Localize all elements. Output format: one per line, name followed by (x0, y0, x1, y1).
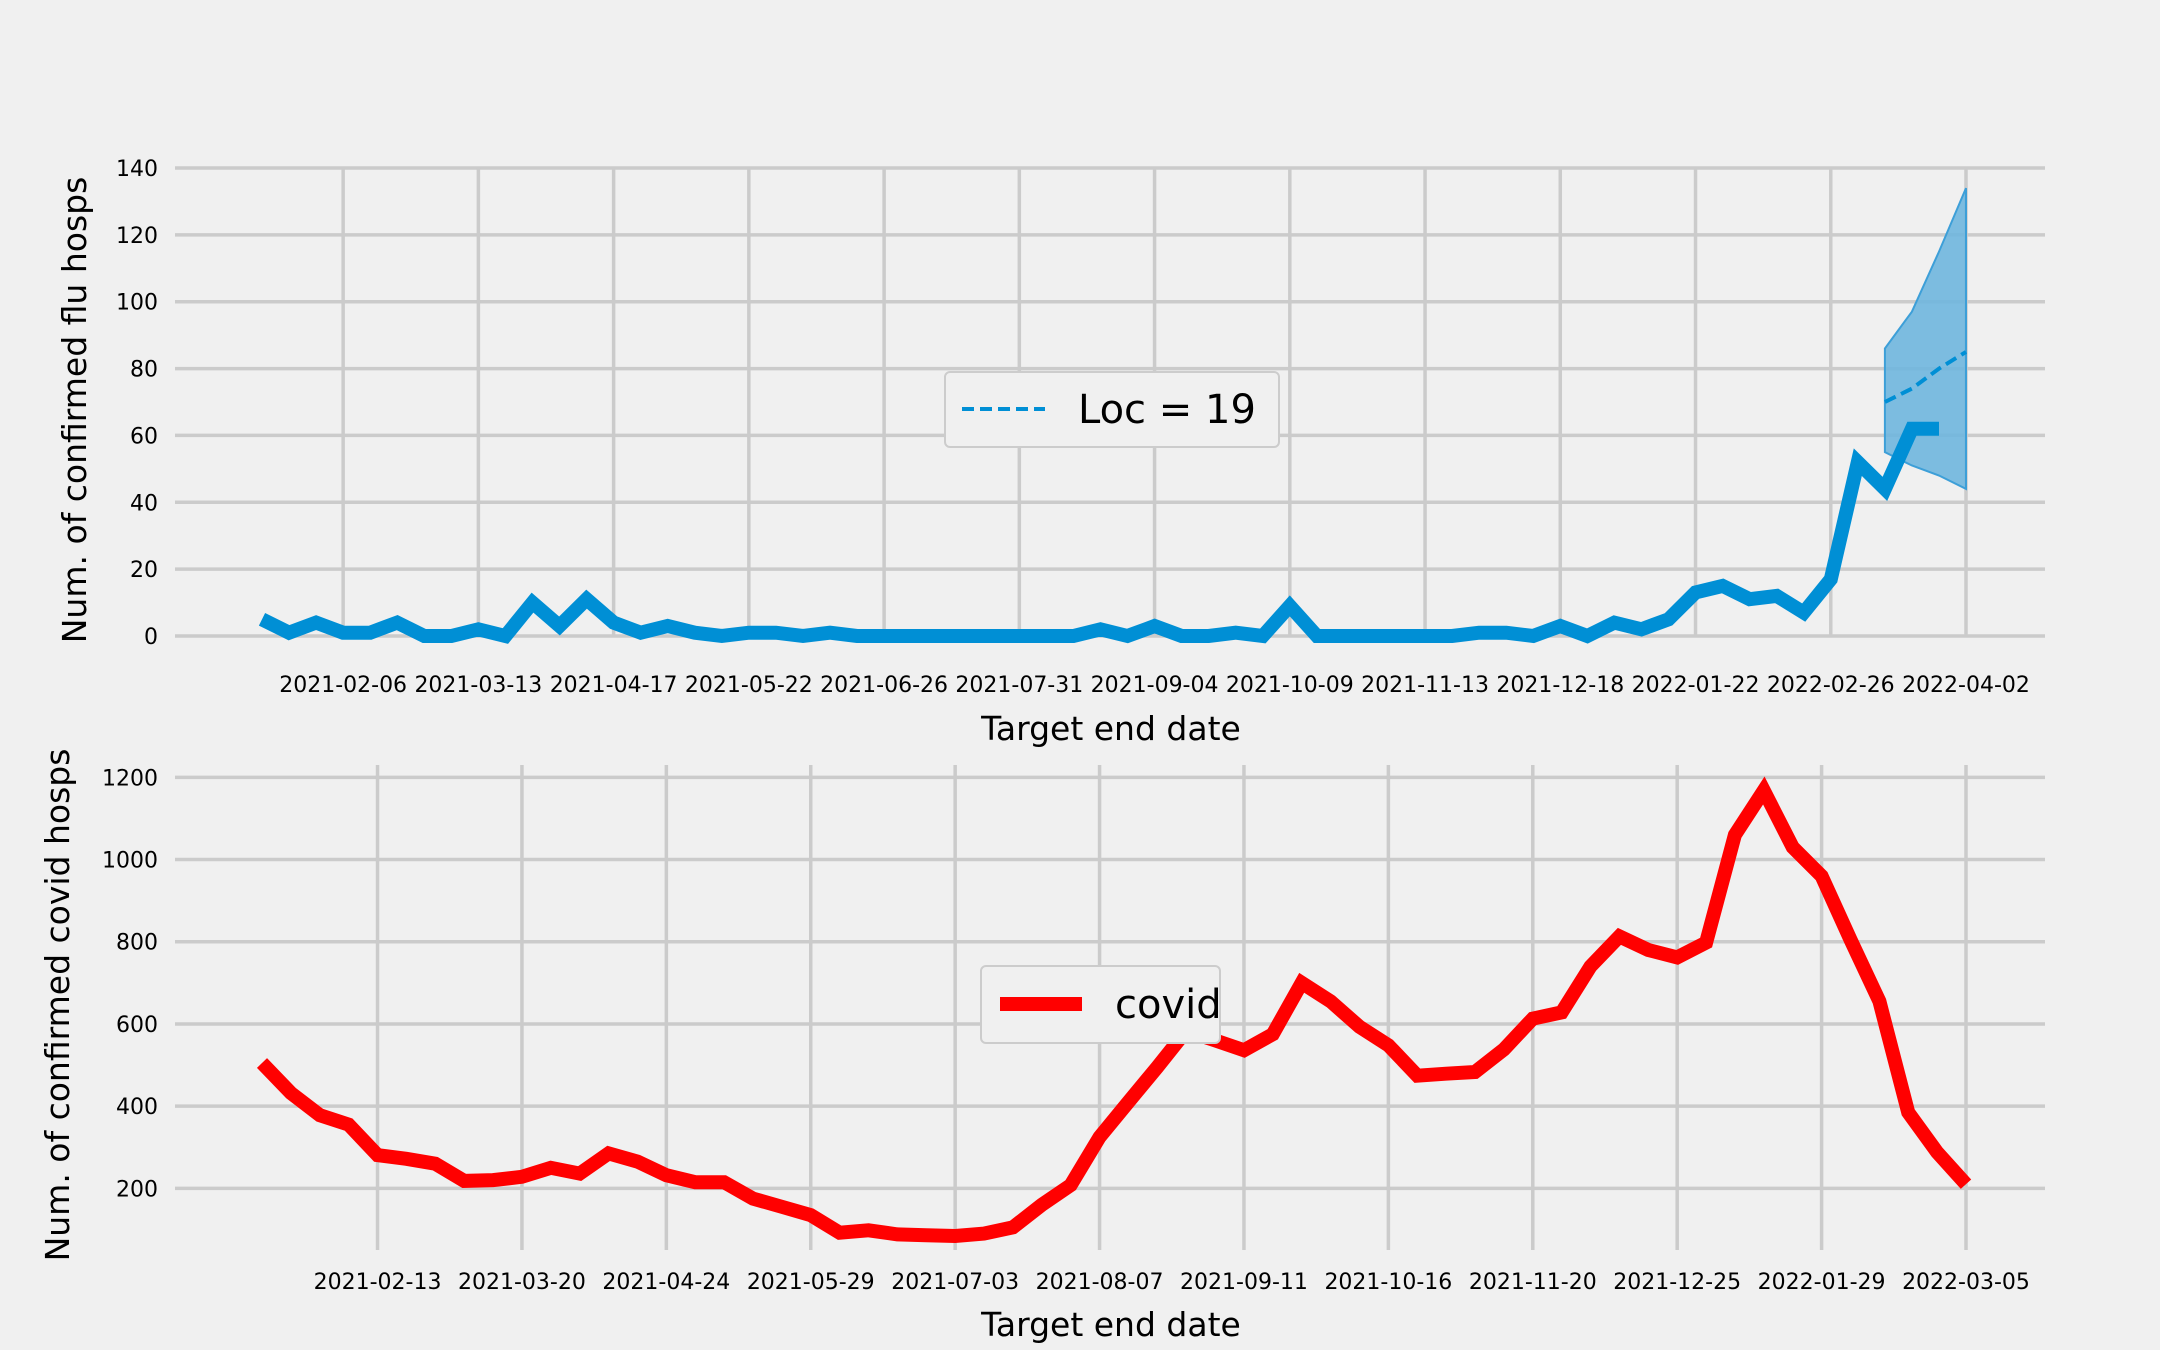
flu-x-tick-label: 2021-10-09 (1226, 673, 1354, 698)
forecast-median-line (1884, 350, 1968, 404)
flu-y-tick-label: 40 (130, 491, 158, 516)
flu-y-axis-label: Num. of confirmed flu hosps (55, 177, 94, 644)
covid-x-tick-label: 2022-01-29 (1758, 1270, 1886, 1295)
covid-x-tick-label: 2021-11-20 (1469, 1270, 1597, 1295)
covid-x-tick-label: 2021-08-07 (1036, 1270, 1164, 1295)
flu-y-tick-label: 0 (144, 625, 158, 650)
covid-y-tick-label: 1000 (102, 849, 158, 874)
covid-x-tick-label: 2022-03-05 (1902, 1270, 2030, 1295)
covid-x-tick-label: 2021-05-29 (747, 1270, 875, 1295)
covid-x-tick-label: 2021-07-03 (891, 1270, 1019, 1295)
flu-x-tick-label: 2022-01-22 (1632, 673, 1760, 698)
covid-x-axis-label: Target end date (980, 1305, 1241, 1344)
flu-y-tick-label: 140 (116, 157, 158, 182)
flu-x-tick-label: 2021-03-13 (414, 673, 542, 698)
covid-x-tick-label: 2021-09-11 (1180, 1270, 1308, 1295)
covid-hospitalizations-chart: 200 400 600 800 1000 1200 2021-02-13 2021-03-20… (38, 749, 2045, 1344)
flu-observed-line (258, 421, 1939, 644)
legend-label-covid: covid (1115, 982, 1222, 1028)
covid-y-axis-label: Num. of confirmed covid hosps (38, 749, 77, 1262)
legend-label-loc: Loc = 19 (1078, 387, 1256, 433)
flu-y-tick-label: 60 (130, 424, 158, 449)
covid-y-tick-label: 600 (116, 1013, 158, 1038)
covid-y-tick-label: 1200 (102, 766, 158, 791)
flu-x-tick-label: 2021-09-04 (1091, 673, 1219, 698)
flu-y-tick-label: 120 (116, 224, 158, 249)
flu-x-tick-label: 2021-06-26 (820, 673, 948, 698)
flu-legend: Loc = 19 (944, 371, 1280, 448)
flu-x-axis-label: Target end date (980, 709, 1241, 748)
flu-y-tick-label: 80 (130, 358, 158, 383)
covid-x-tick-label: 2021-04-24 (602, 1270, 730, 1295)
covid-x-tick-label: 2021-10-16 (1324, 1270, 1452, 1295)
covid-y-tick-label: 400 (116, 1095, 158, 1120)
covid-y-tick-label: 200 (116, 1177, 158, 1202)
covid-legend: covid (980, 965, 1222, 1044)
covid-x-tick-label: 2021-02-13 (314, 1270, 442, 1295)
flu-x-tick-label: 2021-05-22 (685, 673, 813, 698)
covid-line (256, 776, 1972, 1244)
covid-x-tick-label: 2021-12-25 (1613, 1270, 1741, 1295)
flu-y-tick-label: 20 (130, 558, 158, 583)
flu-hospitalizations-chart: 0 20 40 60 80 100 120 140 2021-02-06 2021-03-13 20… (55, 157, 2045, 748)
flu-y-tick-label: 100 (116, 291, 158, 316)
flu-x-tick-label: 2022-02-26 (1767, 673, 1895, 698)
covid-y-tick-label: 800 (116, 931, 158, 956)
flu-x-tick-label: 2021-07-31 (955, 673, 1083, 698)
flu-x-tick-label: 2021-02-06 (279, 673, 407, 698)
flu-x-tick-label: 2021-12-18 (1496, 673, 1624, 698)
covid-x-tick-label: 2021-03-20 (458, 1270, 586, 1295)
flu-x-tick-label: 2022-04-02 (1902, 673, 2030, 698)
flu-x-tick-label: 2021-11-13 (1361, 673, 1489, 698)
flu-x-tick-label: 2021-04-17 (550, 673, 678, 698)
